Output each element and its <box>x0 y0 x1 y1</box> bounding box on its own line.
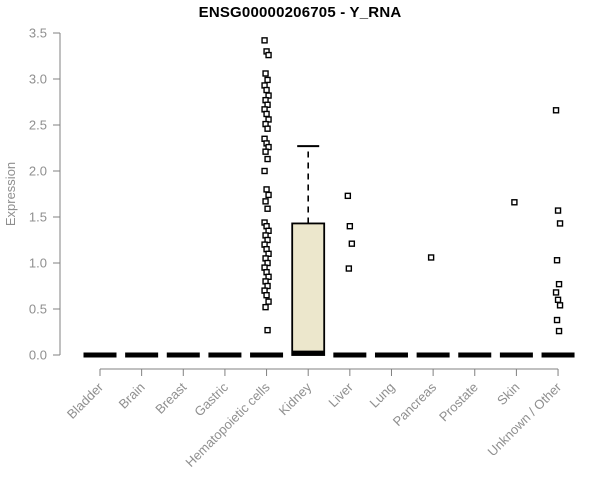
outlier-point <box>263 186 270 193</box>
y-axis-tick-label: 3.5 <box>29 26 47 41</box>
x-axis-tick-label: Pancreas <box>390 379 440 429</box>
outlier-point <box>345 265 353 272</box>
y-axis-tick-label: 2.0 <box>29 164 47 179</box>
y-axis-title: Expression <box>3 162 18 226</box>
outlier-point <box>554 207 562 214</box>
x-axis-tick-label: Breast <box>152 379 189 416</box>
x-axis-tick-label: Brain <box>116 380 148 412</box>
outlier-point <box>555 280 563 288</box>
outlier-point <box>265 298 272 305</box>
outlier-point <box>348 240 356 247</box>
outlier-point <box>265 191 272 199</box>
x-axis-tick-label: Prostate <box>436 380 481 425</box>
outlier-point <box>261 37 268 44</box>
x-axis-tick-label: Unknown / Other <box>485 379 565 459</box>
outlier-point <box>511 199 518 206</box>
outlier-point <box>264 155 271 163</box>
outlier-point <box>552 289 560 296</box>
outlier-point <box>264 205 271 212</box>
x-axis-tick-label: Skin <box>494 380 522 408</box>
outlier-point <box>264 326 271 334</box>
outlier-point <box>263 86 270 94</box>
outlier-point <box>263 110 270 118</box>
x-axis-tick-label: Gastric <box>191 379 231 419</box>
outlier-point <box>553 316 561 324</box>
x-axis-tick-label: Liver <box>325 379 356 410</box>
x-axis-tick-label: Kidney <box>276 379 315 418</box>
outlier-point <box>263 292 270 299</box>
box-rect <box>291 222 326 356</box>
y-axis-tick-label: 1.0 <box>29 256 47 271</box>
y-axis-tick-label: 0.0 <box>29 348 47 363</box>
y-axis-tick-label: 0.5 <box>29 302 47 317</box>
outlier-point <box>262 70 269 77</box>
outlier-point <box>556 302 564 309</box>
outlier-point <box>427 254 435 261</box>
outlier-point <box>552 107 560 114</box>
chart-title: ENSG00000206705 - Y_RNA <box>198 4 402 21</box>
y-axis-tick-label: 3.0 <box>29 72 47 87</box>
y-axis-tick-label: 2.5 <box>29 118 47 133</box>
outlier-point <box>554 296 562 303</box>
outlier-point <box>262 198 269 205</box>
x-axis-tick-label: Lung <box>367 380 398 411</box>
outlier-point <box>346 222 354 230</box>
outlier-point <box>555 327 563 335</box>
outlier-point <box>264 76 271 84</box>
y-axis-tick-label: 1.5 <box>29 210 47 225</box>
outlier-point <box>261 167 268 175</box>
outlier-point <box>262 303 269 311</box>
outlier-point <box>556 220 564 227</box>
outlier-point <box>344 192 352 200</box>
outlier-point <box>262 148 269 155</box>
outlier-point <box>265 51 272 59</box>
outlier-point <box>264 125 271 132</box>
outlier-point <box>553 257 561 264</box>
x-axis-tick-label: Bladder <box>64 379 107 422</box>
